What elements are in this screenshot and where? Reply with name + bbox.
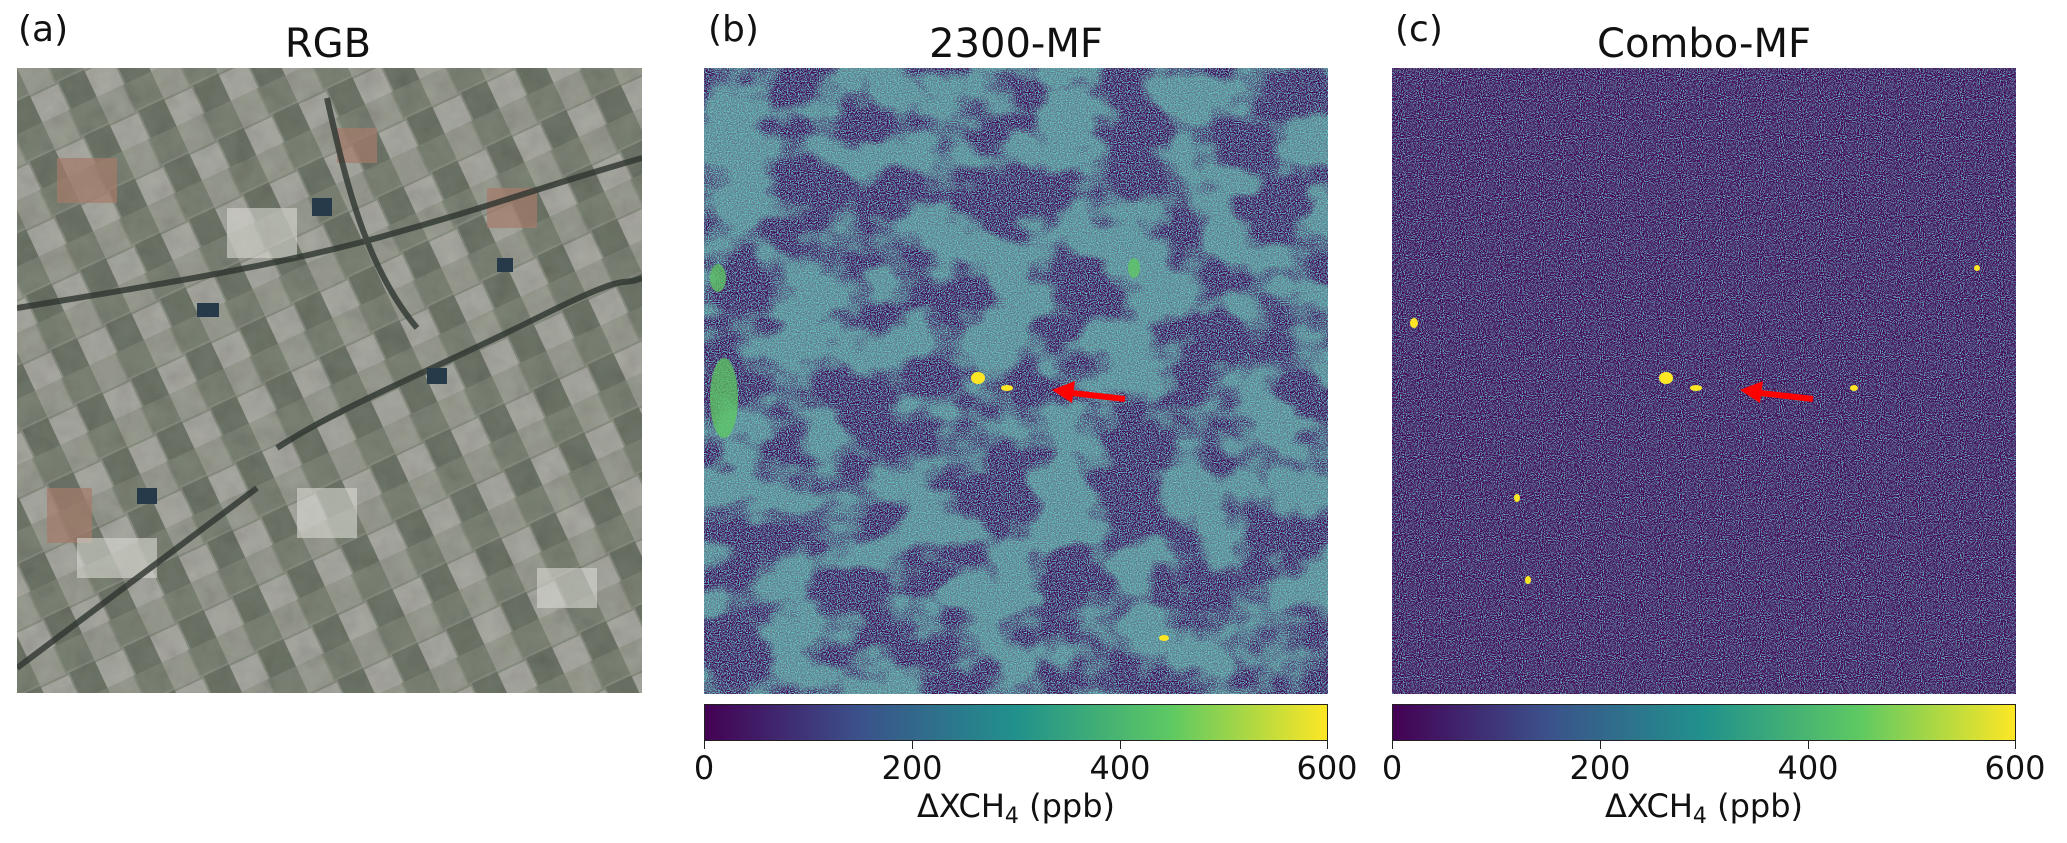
panel-a-title: RGB <box>284 21 372 67</box>
tick-label: 400 <box>1777 749 1839 787</box>
panel-a-letter: (a) <box>18 9 69 50</box>
arrow-shaft <box>1759 390 1814 402</box>
tick <box>912 741 913 749</box>
tick <box>1392 741 1393 749</box>
panel-c-letter: (c) <box>1395 9 1443 50</box>
tick-label: 400 <box>1089 749 1151 787</box>
plume-arrow-b <box>1052 381 1126 403</box>
tick-label: 600 <box>1984 749 2046 787</box>
arrow-head <box>1740 381 1763 403</box>
panel-b-letter: (b) <box>708 9 759 50</box>
panel-b-title: 2300-MF <box>929 21 1103 67</box>
arrow-shaft <box>1071 390 1126 402</box>
tick-label: 0 <box>693 749 715 787</box>
arrow-head <box>1052 381 1075 403</box>
tick-label: 200 <box>881 749 943 787</box>
tick <box>1808 741 1809 749</box>
colorbar-c-label: ΔXCH4 (ppb) <box>1605 787 1803 829</box>
tick <box>704 741 705 749</box>
panel-c-title: Combo-MF <box>1597 21 1811 67</box>
colorbar-b-label: ΔXCH4 (ppb) <box>917 787 1115 829</box>
tick-label: 600 <box>1296 749 1358 787</box>
colorbar-b <box>704 704 1328 741</box>
colorbar-c <box>1392 704 2016 741</box>
tick-label: 0 <box>1381 749 1403 787</box>
tick <box>2015 741 2016 749</box>
tick <box>1327 741 1328 749</box>
ch4-map-2300-mf <box>704 68 1328 694</box>
plume-arrow-c <box>1740 381 1814 403</box>
rgb-image <box>17 68 642 693</box>
tick <box>1120 741 1121 749</box>
ch4-map-combo-mf <box>1392 68 2016 694</box>
tick-label: 200 <box>1569 749 1631 787</box>
tick <box>1600 741 1601 749</box>
